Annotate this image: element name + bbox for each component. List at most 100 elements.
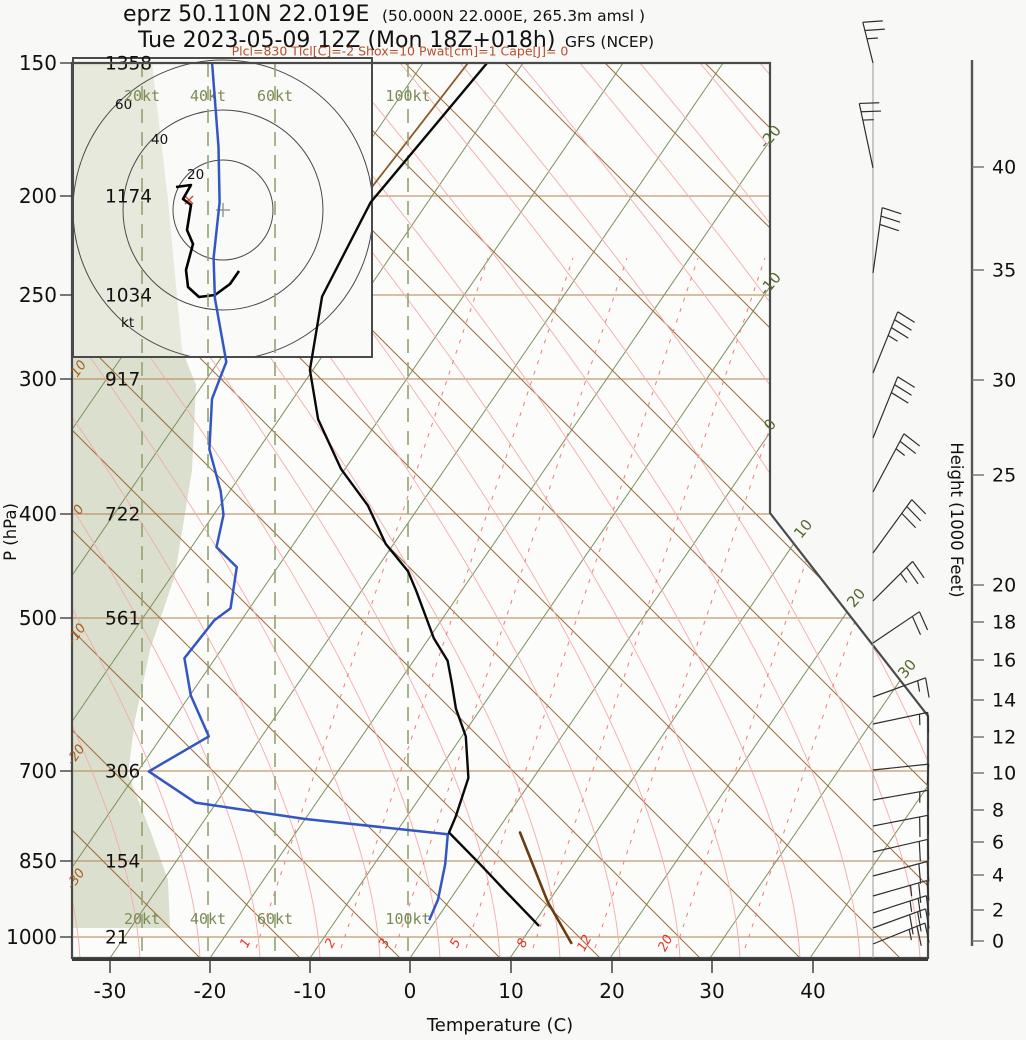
dry-adiabat-line xyxy=(72,63,501,958)
wind-barb-feather xyxy=(879,223,900,232)
wind-barb-feather xyxy=(918,882,922,903)
wind-barb-feather xyxy=(899,440,917,455)
wind-barb-feather xyxy=(911,499,927,515)
wind-barb-feather xyxy=(926,839,930,860)
pressure-tick-label: 500 xyxy=(19,606,57,630)
wind-barb xyxy=(872,763,930,785)
mixing-ratio-line xyxy=(532,257,766,949)
height-tick-label: 10 xyxy=(992,763,1016,785)
height-tick-label: 2 xyxy=(992,900,1004,922)
moist-adiabat-line xyxy=(72,63,441,958)
hodograph-ring xyxy=(172,159,274,261)
wind-barb-feather xyxy=(925,677,930,698)
wind-barb xyxy=(872,860,930,884)
wind-barb-shaft xyxy=(872,560,914,602)
wind-barb-feather xyxy=(924,922,930,943)
pressure-axis-label: P (hPa) xyxy=(1,503,20,561)
temperature-axis-label: Temperature (C) xyxy=(426,1015,573,1036)
wind-barb xyxy=(862,20,885,64)
wind-barb-feather xyxy=(880,215,901,223)
wind-barb xyxy=(872,879,930,903)
dry-adiabat-line xyxy=(504,63,928,958)
wind-barb xyxy=(872,560,925,602)
mixing-ratio-label: 12 xyxy=(574,933,595,955)
wind-barb-feather xyxy=(906,506,922,522)
temperature-curve xyxy=(308,63,540,927)
hodograph-shading xyxy=(73,63,185,357)
dry-adiabat-line xyxy=(72,63,701,958)
valid-time-title: Tue 2023-05-09 12Z (Mon 18Z+018h) xyxy=(137,28,555,53)
wind-barb-half-feather xyxy=(895,448,906,456)
thickness-label: 1174 xyxy=(105,187,152,208)
model-name: GFS (NCEP) xyxy=(565,33,654,51)
wind-barb-feather xyxy=(916,926,922,946)
dry-adiabat-line xyxy=(604,63,928,958)
wind-barb-feather xyxy=(927,712,930,733)
wind-scale-label-top: 100kt xyxy=(385,87,430,105)
wind-barb-shaft xyxy=(872,763,929,771)
temperature-tick-label: 0 xyxy=(404,979,417,1003)
wind-barb xyxy=(872,433,921,493)
height-tick-label: 4 xyxy=(992,865,1004,887)
isotherm-line xyxy=(709,63,928,958)
wind-barb-shaft xyxy=(872,677,926,698)
wind-barb xyxy=(872,895,930,919)
moist-adiabat-line xyxy=(579,63,928,958)
wind-barb-shaft xyxy=(872,711,928,725)
mixing-ratio-line xyxy=(465,257,699,949)
wind-barb xyxy=(872,922,930,946)
wind-barb xyxy=(872,908,930,935)
hodograph-trace xyxy=(175,183,241,299)
isotherm-line xyxy=(109,63,724,958)
wind-barb xyxy=(872,499,927,554)
wind-barb-feather xyxy=(859,102,880,105)
wind-barb-feather xyxy=(926,764,930,785)
temperature-tick-label: 30 xyxy=(699,979,724,1003)
thickness-label: 1034 xyxy=(105,286,152,307)
height-tick-label: 20 xyxy=(992,575,1016,597)
moist-adiabat-line xyxy=(279,63,801,958)
height-tick-label: 16 xyxy=(992,650,1016,672)
axes: -30 -20 -10 0 10 20 30 401502002503004005007008… xyxy=(6,51,1016,1003)
parcel-path-curve xyxy=(518,831,573,945)
moist-adiabat-line xyxy=(339,63,861,958)
wind-barb xyxy=(872,376,916,439)
wind-barb-feather xyxy=(918,611,929,631)
wind-barb-shaft xyxy=(872,895,927,914)
mixing-ratio-line xyxy=(340,257,574,949)
pressure-tick-label: 200 xyxy=(19,184,57,208)
wind-barb-feather xyxy=(903,433,921,447)
wind-scale-label-top: 40kt xyxy=(190,87,226,105)
thickness-label: 722 xyxy=(105,505,140,526)
wind-barb-feather xyxy=(894,384,912,396)
moist-adiabat-line xyxy=(72,63,261,958)
height-tick-label: 14 xyxy=(992,690,1016,712)
wind-barb-column xyxy=(858,20,930,958)
wind-barb-feather xyxy=(882,207,902,215)
temperature-tick-label: -30 xyxy=(94,979,127,1003)
wind-barb-half-feather xyxy=(909,900,913,912)
hodograph-ring-label: 20 xyxy=(187,167,204,183)
wind-barb-feather xyxy=(909,914,914,935)
mixing-ratio-label: 20 xyxy=(655,933,676,955)
hodograph-unit-label: kt xyxy=(121,315,134,331)
height-tick-label: 12 xyxy=(992,727,1016,749)
dewpoint-curve xyxy=(147,63,450,921)
isotherm-label: 20 xyxy=(843,585,869,611)
wind-barb-feather xyxy=(912,561,925,579)
pressure-tick-label: 150 xyxy=(19,51,57,75)
wind-barb-shaft xyxy=(872,838,928,853)
moist-adiabat-line xyxy=(72,63,201,958)
height-tick-label: 40 xyxy=(992,157,1016,179)
height-tick-label: 25 xyxy=(992,465,1016,487)
wind-barb xyxy=(872,207,902,274)
hodograph-rings xyxy=(73,59,372,357)
wind-barb-feather xyxy=(901,512,917,529)
wind-barb-feather xyxy=(918,841,921,862)
wind-barb-half-feather xyxy=(887,334,898,342)
wind-scale-label-bottom: 20kt xyxy=(124,910,160,928)
moist-adiabat-line xyxy=(72,63,321,958)
moist-adiabat-line xyxy=(72,63,141,958)
wind-barb xyxy=(872,311,916,374)
